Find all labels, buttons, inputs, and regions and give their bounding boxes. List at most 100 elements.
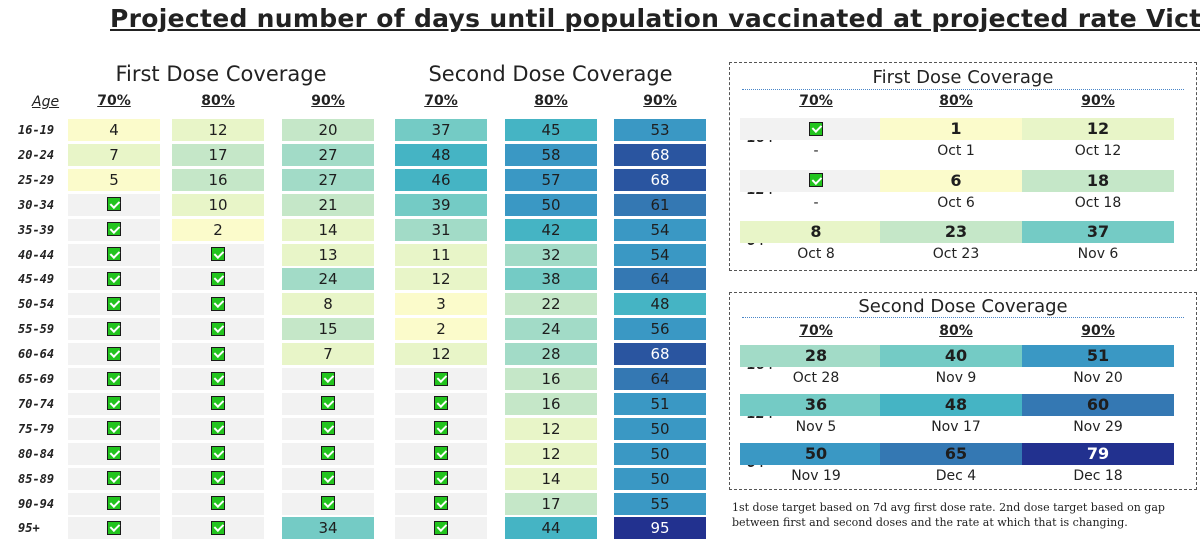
table-cell: 5 [68, 168, 160, 191]
checkmark-icon [434, 446, 448, 461]
target-date: Nov 19 [791, 468, 841, 484]
column-header: 70% [799, 93, 833, 109]
table-cell [395, 517, 487, 540]
chart-title: Projected number of days until populatio… [110, 4, 1200, 33]
checkmark-icon [211, 346, 225, 361]
table-cell: 3 [395, 293, 487, 316]
table-cell: 22 [505, 293, 597, 316]
table-cell: 64 [614, 268, 706, 291]
age-label: 80-84 [18, 446, 55, 461]
summary-cell: 28 [740, 345, 892, 367]
table-cell: 2 [172, 218, 264, 241]
target-date: Nov 6 [1077, 246, 1119, 262]
checkmark-icon [211, 396, 225, 411]
checkmark-icon [107, 371, 121, 386]
age-label: 85-89 [18, 471, 55, 486]
checkmark-icon [434, 371, 448, 386]
checkmark-icon [211, 471, 225, 486]
table-cell [172, 442, 264, 465]
table-cell: 42 [505, 218, 597, 241]
summary-cell: 51 [1022, 345, 1174, 367]
age-label: 55-59 [18, 322, 55, 337]
table-cell: 51 [614, 392, 706, 415]
checkmark-icon [107, 421, 121, 436]
target-date: Nov 9 [935, 370, 977, 386]
table-cell [395, 417, 487, 440]
checkmark-icon [434, 421, 448, 436]
table-cell: 8 [282, 293, 374, 316]
table-cell: 95 [614, 517, 706, 540]
table-cell: 44 [505, 517, 597, 540]
target-date: Nov 17 [931, 419, 981, 435]
table-cell: 55 [614, 492, 706, 515]
checkmark-icon [211, 247, 225, 261]
summary-cell: 48 [880, 394, 1032, 416]
age-label: 70-74 [18, 396, 55, 411]
checkmark-icon [107, 446, 121, 461]
checkmark-icon [321, 396, 335, 411]
age-label: 35-39 [18, 222, 55, 237]
table-cell [282, 368, 374, 390]
table-cell [172, 318, 264, 341]
age-label: 60-64 [18, 347, 55, 362]
table-cell [172, 467, 264, 490]
table-cell: 17 [505, 492, 597, 515]
table-cell: 15 [282, 318, 374, 341]
table-cell [68, 318, 160, 341]
target-date: Nov 5 [795, 419, 837, 435]
checkmark-icon [321, 421, 335, 436]
age-label: 25-29 [18, 172, 55, 187]
table-cell: 16 [172, 168, 264, 191]
table-cell [172, 392, 264, 415]
checkmark-icon [211, 520, 225, 535]
checkmark-icon [107, 346, 121, 361]
checkmark-icon [809, 121, 823, 136]
target-date: Oct 23 [932, 246, 980, 262]
table-cell [68, 442, 160, 465]
table-cell: 39 [395, 193, 487, 216]
age-label: 75-79 [18, 421, 55, 436]
checkmark-icon [211, 446, 225, 461]
table-cell: 31 [395, 218, 487, 241]
column-header: 70% [97, 93, 131, 109]
table-cell: 68 [614, 143, 706, 166]
checkmark-icon [211, 371, 225, 386]
checkmark-icon [321, 471, 335, 486]
table-cell [68, 417, 160, 440]
age-label: 30-34 [18, 197, 55, 212]
target-date: Oct 12 [1074, 143, 1122, 159]
second-dose-summary-title: Second Dose Coverage [858, 296, 1068, 317]
summary-cell: 36 [740, 394, 892, 416]
table-cell: 14 [505, 467, 597, 490]
checkmark-icon [809, 173, 823, 187]
table-cell [395, 467, 487, 490]
checkmark-icon [211, 271, 225, 286]
title-divider [742, 89, 1184, 90]
checkmark-icon [107, 197, 121, 212]
target-date: Dec 4 [935, 468, 977, 484]
age-column-header: Age [32, 94, 60, 110]
table-cell: 12 [505, 442, 597, 465]
summary-cell: 50 [740, 443, 892, 465]
summary-cell: 12 [1022, 118, 1174, 140]
table-cell: 50 [614, 442, 706, 465]
table-cell: 27 [282, 168, 374, 191]
table-cell [172, 417, 264, 440]
age-label: 20-24 [18, 147, 55, 162]
age-label: 90-94 [18, 496, 55, 511]
table-cell: 16 [505, 392, 597, 415]
checkmark-icon [211, 421, 225, 436]
age-label: 95+ [18, 521, 40, 536]
target-date: Nov 29 [1073, 419, 1123, 435]
table-cell: 56 [614, 318, 706, 341]
table-cell: 21 [282, 193, 374, 216]
column-header: 80% [534, 93, 568, 109]
table-cell [172, 343, 264, 366]
table-cell: 37 [395, 119, 487, 141]
target-date: Oct 1 [937, 143, 975, 159]
group-header-first-dose: First Dose Coverage [115, 62, 327, 86]
checkmark-icon [107, 496, 121, 510]
table-cell: 54 [614, 243, 706, 266]
